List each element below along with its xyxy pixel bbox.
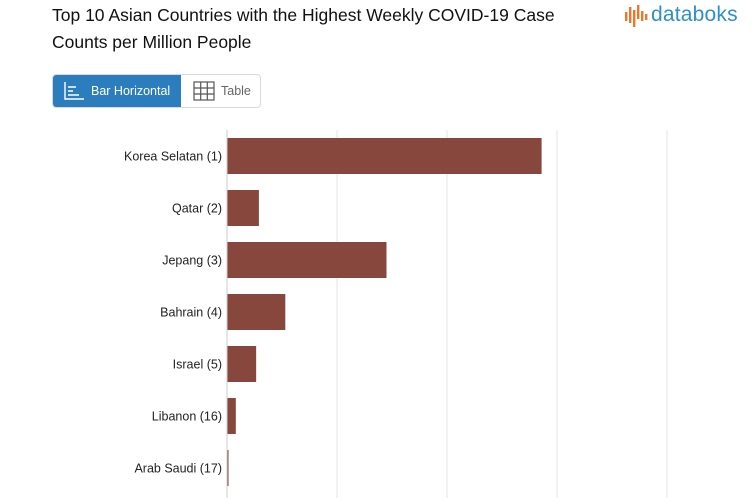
- view-toggle: Bar Horizontal Table: [52, 74, 261, 108]
- bar[interactable]: [227, 450, 229, 486]
- bar[interactable]: [227, 190, 259, 226]
- gridlines: [226, 130, 668, 498]
- category-label: Bahrain (4): [160, 306, 222, 320]
- logo-text: databoks: [651, 3, 738, 26]
- bar-horizontal-label: Bar Horizontal: [91, 84, 171, 98]
- databoks-logo[interactable]: databoks: [624, 3, 738, 27]
- bar[interactable]: [227, 138, 542, 174]
- bar[interactable]: [227, 398, 236, 434]
- bar-horizontal-icon: [64, 82, 84, 100]
- bar[interactable]: [227, 294, 286, 330]
- category-label: Arab Saudi (17): [134, 462, 222, 476]
- category-label: Korea Selatan (1): [124, 150, 222, 164]
- table-label: Table: [221, 84, 251, 98]
- table-icon: [193, 81, 215, 101]
- chart-title: Top 10 Asian Countries with the Highest …: [52, 5, 555, 52]
- category-label: Jepang (3): [162, 254, 222, 268]
- category-label: Libanon (16): [152, 410, 222, 424]
- bar[interactable]: [227, 346, 257, 382]
- table-button[interactable]: Table: [181, 75, 260, 107]
- category-label: Qatar (2): [172, 202, 222, 216]
- bar-horizontal-button[interactable]: Bar Horizontal: [53, 75, 181, 107]
- bar[interactable]: [227, 242, 387, 278]
- logo-bars-icon: [625, 5, 648, 27]
- category-label: Israel (5): [173, 358, 222, 372]
